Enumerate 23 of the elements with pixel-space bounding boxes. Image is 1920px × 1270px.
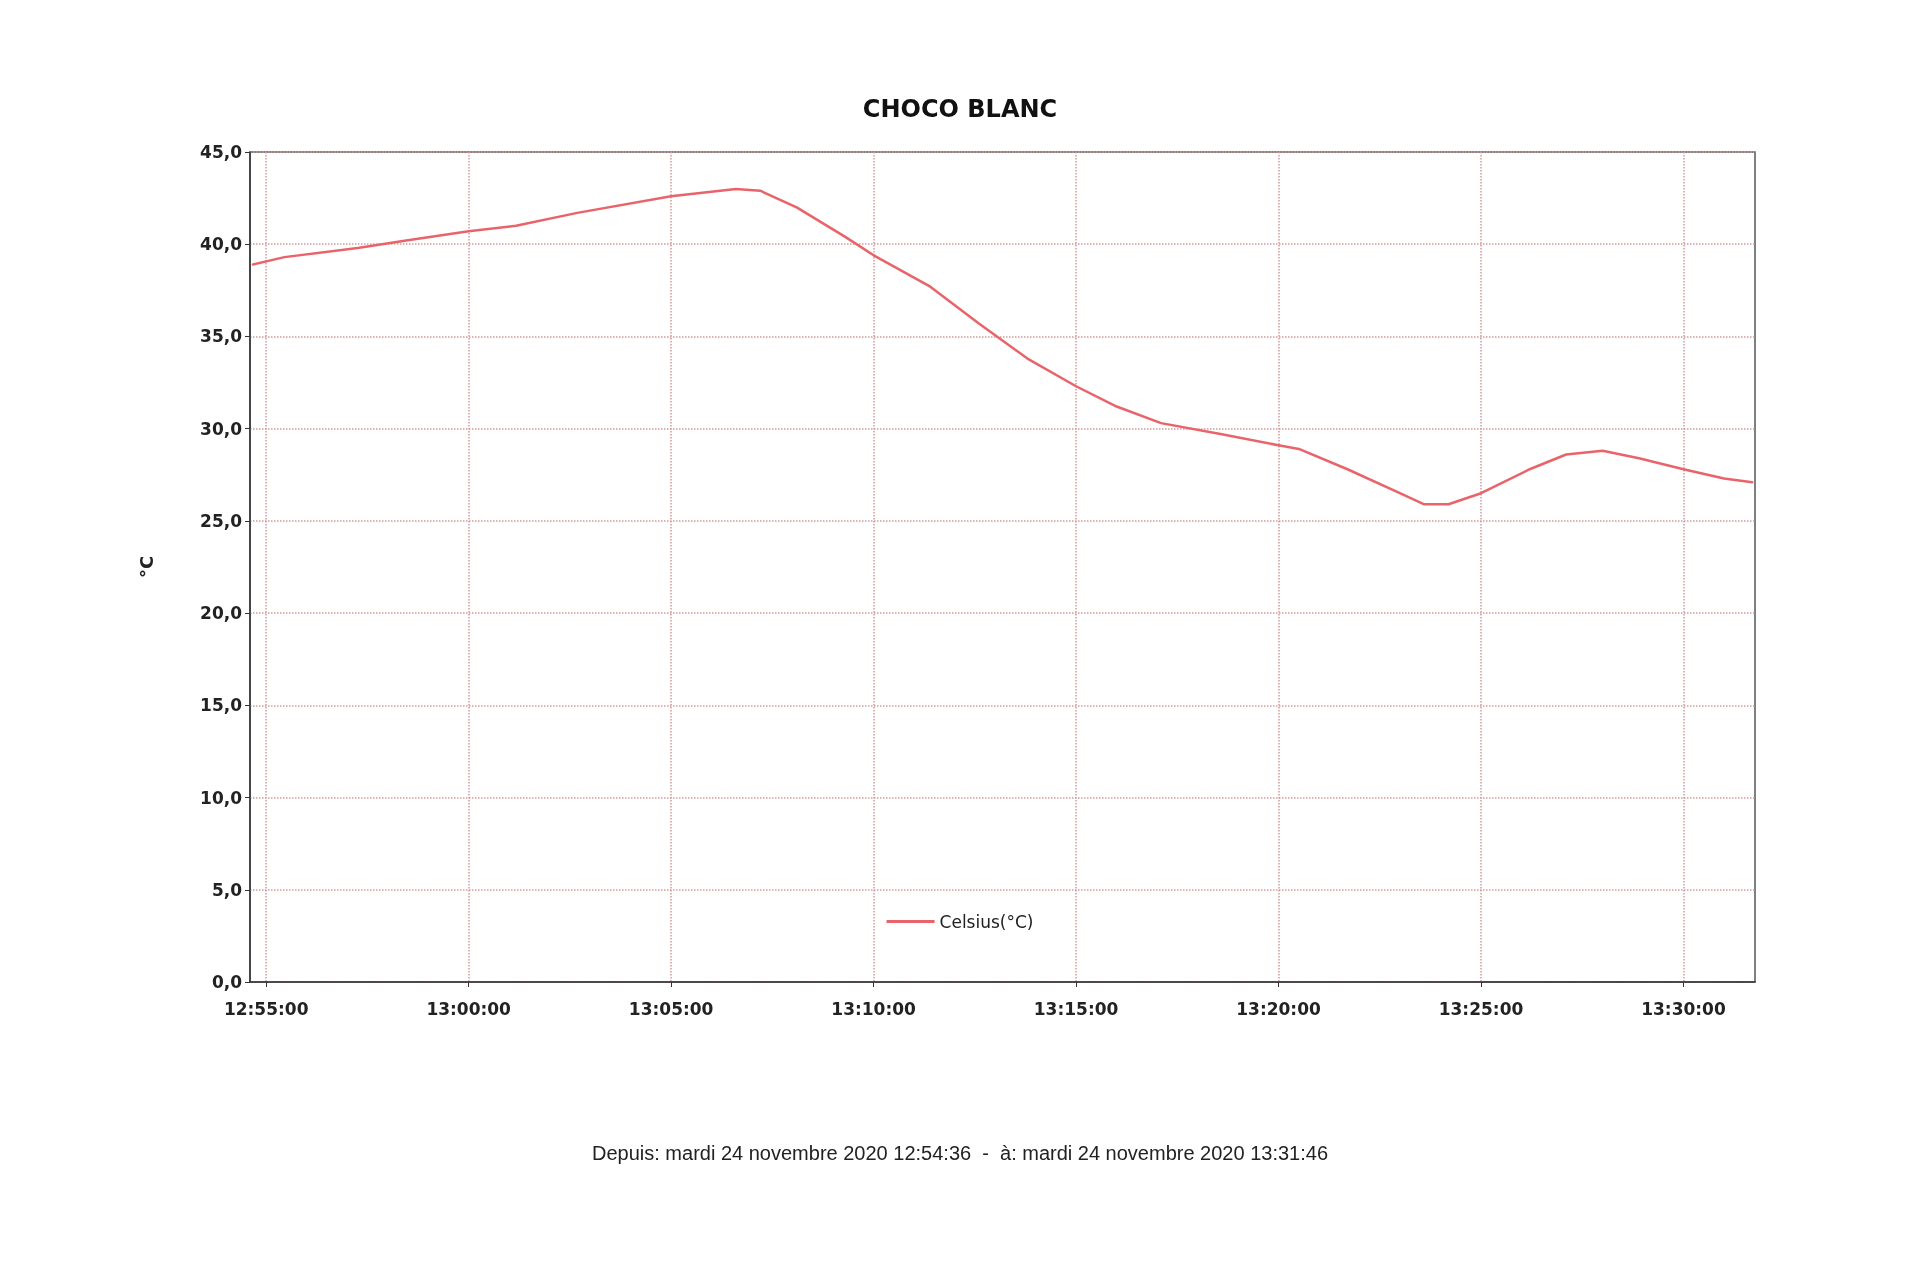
x-tick-label: 13:30:00: [1641, 998, 1726, 1019]
line-series: [251, 187, 1754, 506]
y-tick-label: 0,0: [211, 972, 243, 992]
x-tick-label: 13:20:00: [1236, 998, 1321, 1019]
y-tick-label: 40,0: [200, 234, 243, 255]
x-tick-label: 13:05:00: [628, 998, 714, 1019]
y-tick-label: 5,0: [211, 879, 243, 900]
y-tick-label: 15,0: [200, 695, 243, 716]
y-tick-label: 45,0: [200, 142, 243, 162]
x-tick-label: 13:00:00: [426, 998, 512, 1019]
x-tick-label: 13:25:00: [1438, 998, 1524, 1019]
y-tick-label: 10,0: [200, 787, 243, 808]
legend-label: Celsius(°C): [939, 911, 1034, 932]
y-tick-label: 30,0: [200, 418, 243, 439]
x-tick-label: 13:10:00: [831, 998, 917, 1019]
x-tick-label: 12:55:00: [223, 998, 309, 1019]
y-tick-label: 35,0: [200, 326, 243, 347]
chart-title: CHOCO BLANC: [862, 95, 1058, 123]
x-tick-label: 13:15:00: [1033, 998, 1119, 1019]
y-tick-label: 25,0: [200, 510, 243, 531]
y-axis-title: °C: [135, 555, 157, 579]
y-tick-label: 20,0: [200, 603, 243, 624]
text: Depuis: mardi 24 novembre 2020 12:54:36 - à: mardi 24 novembre 2020 13:31:46: [591, 1142, 1329, 1164]
